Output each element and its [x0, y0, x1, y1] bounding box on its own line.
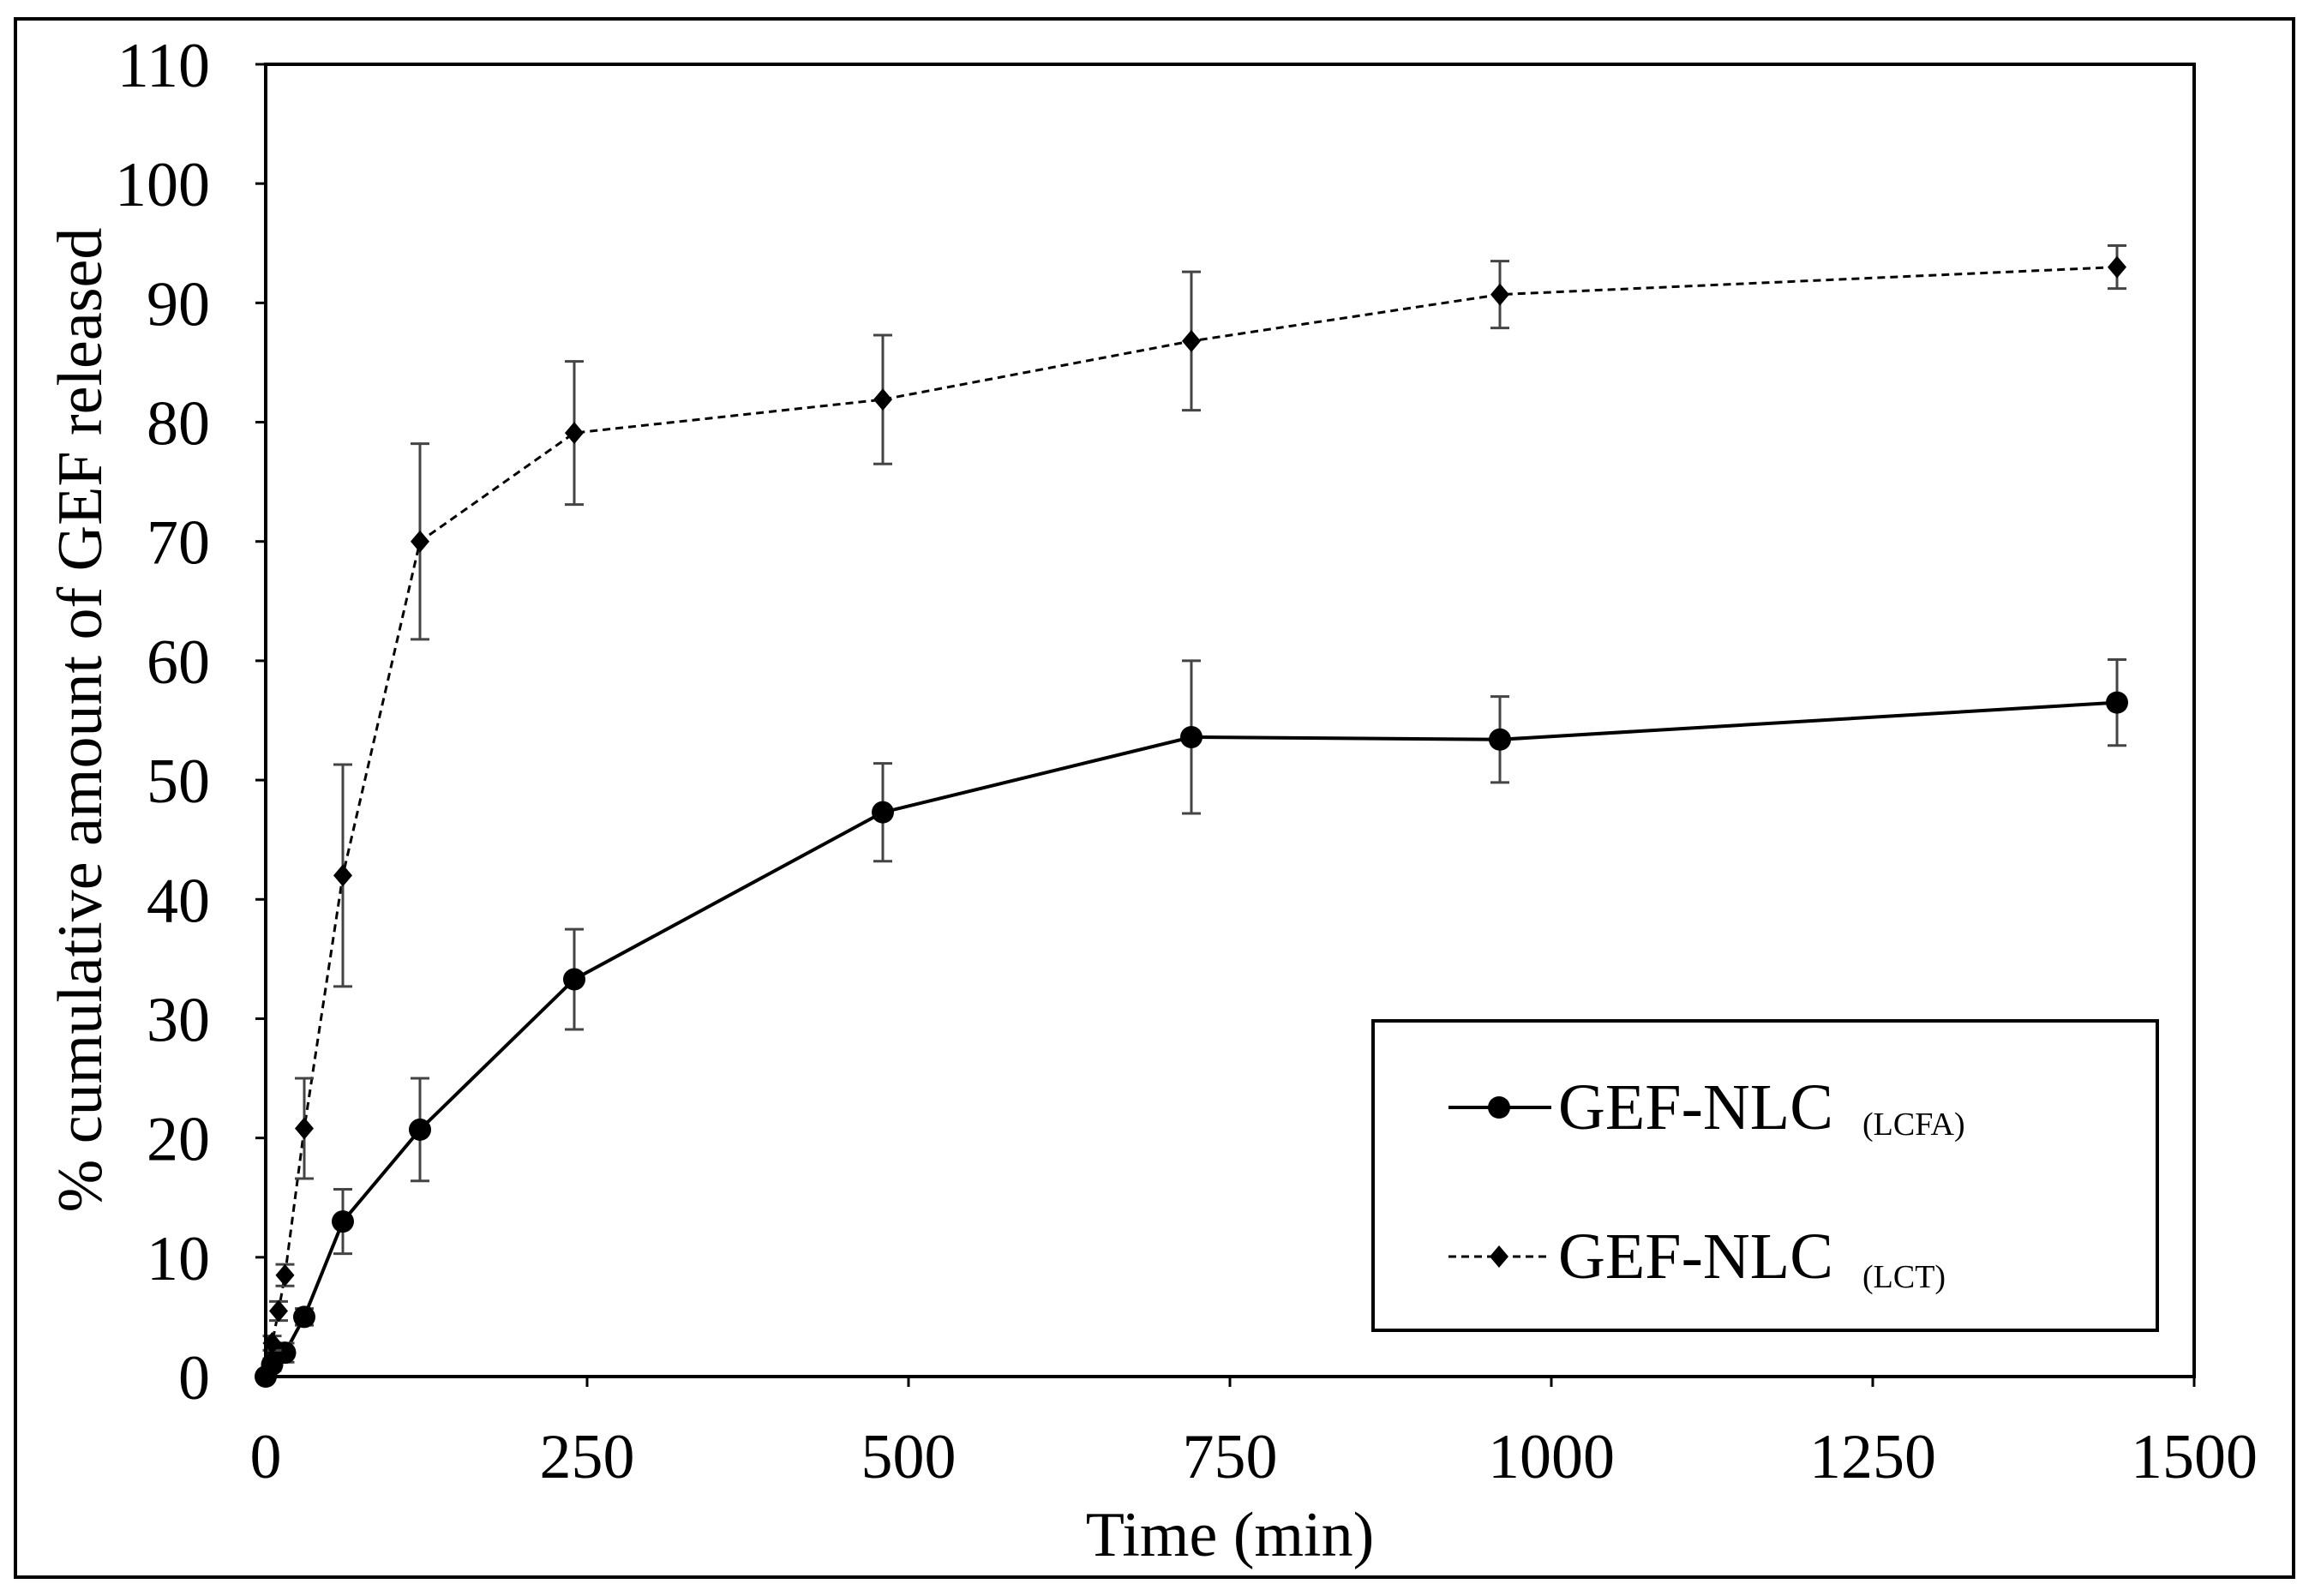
data-point: [409, 1118, 431, 1141]
legend-box: [1371, 1019, 2159, 1332]
figure-border: [14, 17, 2295, 1579]
y-tick-label: 90: [147, 269, 210, 339]
data-point: [275, 1263, 295, 1287]
y-tick-label: 80: [147, 389, 210, 459]
y-tick-label: 60: [147, 627, 210, 698]
legend-subscript-lcfa: (LCFA): [1862, 1107, 1965, 1143]
x-tick-label: 250: [540, 1422, 635, 1492]
legend-subscript-lct: (LCT): [1862, 1259, 1946, 1295]
data-point: [1489, 728, 1511, 751]
x-tick-label: 1000: [1488, 1422, 1615, 1492]
y-tick-label: 0: [178, 1343, 210, 1413]
data-point: [332, 1210, 354, 1233]
x-tick-label: 1500: [2131, 1422, 2258, 1492]
data-point: [333, 864, 352, 887]
x-tick-label: 1250: [1809, 1422, 1936, 1492]
series-line: [264, 266, 2118, 1377]
legend-marker-lcfa: [1488, 1096, 1510, 1119]
data-point: [872, 801, 894, 824]
legend-label-lcfa: GEF-NLC: [1558, 1071, 1833, 1143]
x-tick-label: 750: [1183, 1422, 1278, 1492]
x-axis-title: Time (min): [1086, 1500, 1374, 1570]
data-point: [273, 1341, 297, 1365]
data-point: [2106, 691, 2128, 714]
y-tick-label: 50: [147, 747, 210, 817]
data-point: [563, 968, 585, 991]
data-point: [269, 1299, 288, 1323]
data-point: [411, 530, 429, 553]
data-point: [565, 422, 584, 445]
legend: GEF-NLC (LCFA) GEF-NLC (LCT): [1371, 1019, 2159, 1332]
legend-marker-lct: [1490, 1245, 1508, 1268]
data-point: [1490, 283, 1509, 306]
marks-layer: [255, 244, 2128, 1388]
y-tick-label: 40: [147, 866, 210, 936]
y-tick-label: 70: [147, 508, 210, 579]
data-point: [1180, 725, 1202, 748]
data-point: [293, 1305, 315, 1329]
data-point: [873, 388, 892, 411]
legend-entry-lct: GEF-NLC (LCT): [1448, 1221, 1946, 1295]
y-tick-label: 100: [115, 150, 210, 220]
ticks-layer: 0 10 20 30 40 50 60 70 80 90 100 110 0 250 500 750 1000 1…: [115, 31, 2258, 1492]
y-tick-label: 20: [147, 1105, 210, 1175]
y-tick-label: 30: [147, 985, 210, 1055]
legend-label-lct: GEF-NLC: [1558, 1221, 1833, 1293]
chart-layer: 0 10 20 30 40 50 60 70 80 90 100 110 0 250 500 750 1000 1…: [115, 31, 2258, 1492]
data-point: [295, 1117, 314, 1140]
y-axis-title: % cumulative amount of GEF released: [45, 228, 116, 1213]
x-tick-label: 500: [861, 1422, 957, 1492]
x-tick-label: 0: [250, 1422, 282, 1492]
y-tick-label: 110: [117, 31, 210, 101]
y-tick-label: 10: [147, 1224, 210, 1294]
data-point: [2108, 255, 2126, 279]
legend-entry-lcfa: GEF-NLC (LCFA): [1448, 1071, 1965, 1143]
data-point: [1182, 329, 1201, 352]
